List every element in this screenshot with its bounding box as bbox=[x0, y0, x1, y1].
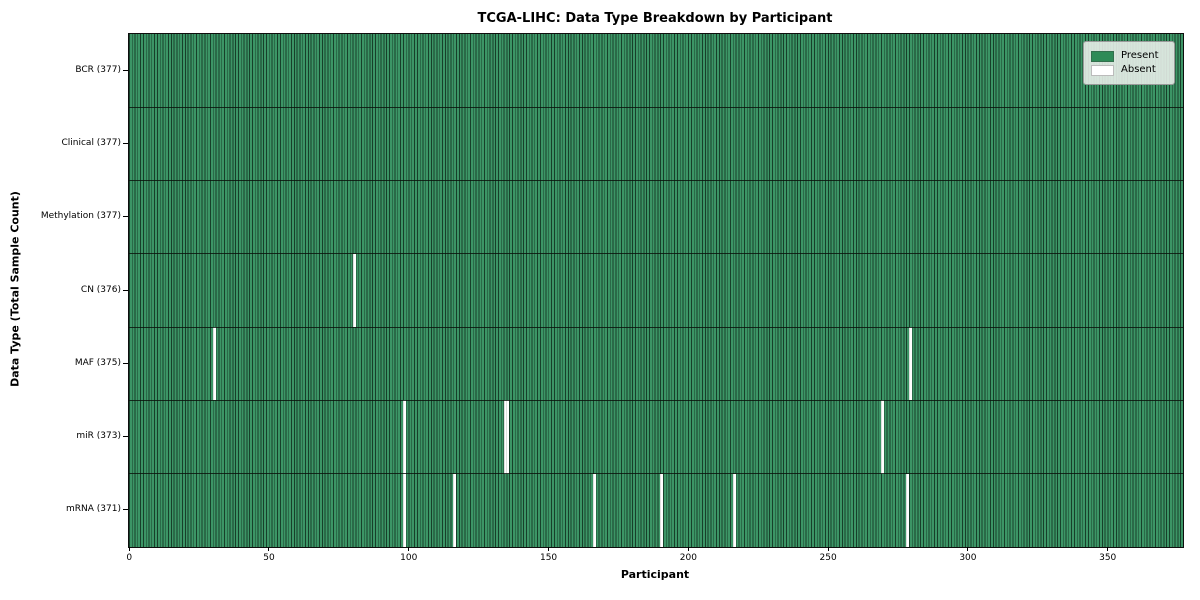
x-tick-mark bbox=[967, 547, 969, 551]
x-tick-label: 150 bbox=[539, 553, 558, 563]
x-tick-label: 350 bbox=[1099, 553, 1117, 563]
y-tick-label: mRNA (371) bbox=[66, 504, 121, 515]
x-tick-label: 250 bbox=[819, 553, 837, 563]
heatmap-row-CN bbox=[129, 253, 1183, 328]
heatmap-row-mRNA bbox=[129, 473, 1183, 547]
y-tick-mark bbox=[123, 436, 128, 438]
x-axis-title: Participant bbox=[620, 568, 690, 581]
heatmap-plot-area bbox=[128, 33, 1184, 548]
row-separator bbox=[129, 399, 1183, 401]
y-tick-label: MAF (375) bbox=[74, 357, 121, 368]
legend-item-absent: Absent bbox=[1091, 64, 1166, 76]
absent-cell bbox=[402, 473, 406, 547]
y-tick-label: Methylation (377) bbox=[40, 211, 121, 222]
absent-cell bbox=[402, 400, 406, 474]
y-axis-title: Data Type (Total Sample Count) bbox=[8, 191, 22, 387]
y-tick-mark bbox=[123, 289, 128, 291]
absent-cell bbox=[732, 473, 736, 547]
absent-cell bbox=[506, 400, 510, 474]
x-tick-mark bbox=[1107, 547, 1109, 551]
heatmap-row-Clinical bbox=[129, 107, 1183, 180]
y-tick-label: BCR (377) bbox=[75, 64, 121, 75]
absent-cell bbox=[906, 473, 910, 547]
legend: Present Absent bbox=[1083, 41, 1175, 85]
x-tick-label: 0 bbox=[126, 553, 133, 563]
absent-cell bbox=[909, 327, 912, 401]
chart-title: TCGA-LIHC: Data Type Breakdown by Partic… bbox=[477, 11, 833, 26]
x-tick-mark bbox=[408, 547, 410, 551]
absent-swatch-icon bbox=[1091, 64, 1114, 76]
x-tick-mark bbox=[548, 547, 550, 551]
row-separator bbox=[129, 106, 1183, 108]
heatmap-row-MAF bbox=[129, 327, 1183, 401]
y-tick-mark bbox=[123, 362, 128, 364]
heatmap-row-miR bbox=[129, 400, 1183, 474]
heatmap-row-Methylation bbox=[129, 181, 1183, 254]
x-tick-mark bbox=[128, 547, 130, 551]
heatmap-row-BCR bbox=[129, 34, 1183, 107]
x-tick-label: 50 bbox=[263, 553, 275, 563]
x-tick-mark bbox=[268, 547, 270, 551]
legend-item-present: Present bbox=[1091, 50, 1166, 62]
y-tick-mark bbox=[123, 509, 128, 511]
y-tick-label: miR (373) bbox=[76, 431, 121, 442]
x-tick-label: 300 bbox=[959, 553, 977, 563]
row-separator bbox=[129, 326, 1183, 328]
x-tick-mark bbox=[827, 547, 829, 551]
absent-cell bbox=[212, 327, 216, 401]
x-tick-mark bbox=[687, 547, 689, 551]
row-separator bbox=[129, 473, 1183, 475]
absent-cell bbox=[593, 473, 597, 547]
y-tick-mark bbox=[123, 142, 128, 144]
y-tick-label: Clinical (377) bbox=[61, 137, 121, 148]
y-tick-mark bbox=[123, 69, 128, 71]
absent-cell bbox=[503, 400, 507, 474]
x-tick-label: 200 bbox=[679, 553, 697, 563]
present-swatch-icon bbox=[1091, 50, 1114, 62]
x-tick-label: 100 bbox=[400, 553, 418, 563]
absent-cell bbox=[352, 253, 356, 328]
absent-cell bbox=[660, 473, 664, 547]
row-separator bbox=[129, 180, 1183, 182]
row-separator bbox=[129, 253, 1183, 255]
legend-label: Present bbox=[1121, 50, 1159, 61]
absent-cell bbox=[453, 473, 457, 547]
y-tick-label: CN (376) bbox=[80, 284, 121, 295]
y-tick-mark bbox=[123, 216, 128, 218]
legend-label: Absent bbox=[1121, 64, 1156, 75]
absent-cell bbox=[881, 400, 885, 474]
